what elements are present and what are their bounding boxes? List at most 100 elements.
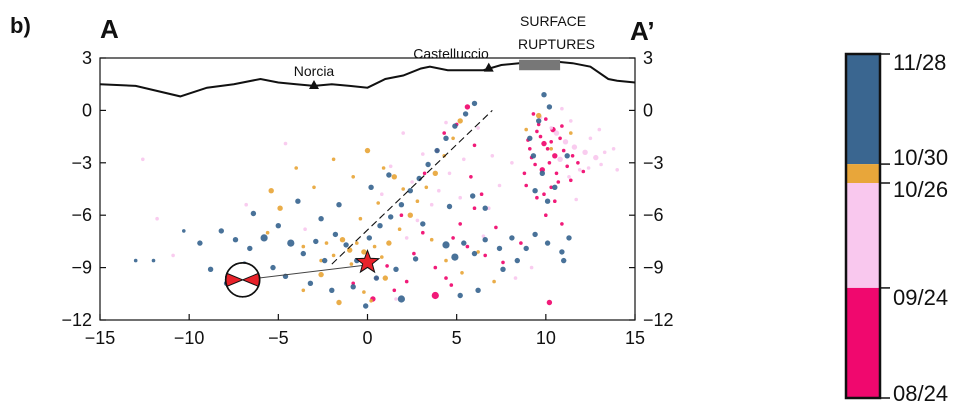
earthquake-point — [444, 120, 448, 125]
earthquake-point — [332, 231, 339, 238]
earthquake-point — [171, 253, 175, 258]
earthquake-point — [472, 143, 477, 148]
y-axis-right: 3 0 −3 −6 −9 −12 — [629, 48, 674, 330]
earthquake-point — [421, 230, 425, 235]
y-tick-label-left: −12 — [61, 310, 92, 330]
earthquake-point — [532, 231, 538, 238]
earthquake-point — [458, 195, 463, 200]
y-tick-label-left: 3 — [82, 48, 92, 68]
earthquake-point — [538, 134, 543, 139]
earthquake-point — [331, 157, 336, 162]
earthquake-point — [513, 276, 518, 280]
colorbar-segment — [846, 287, 880, 398]
y-tick-label-right: 0 — [643, 100, 653, 120]
earthquake-point — [401, 131, 406, 135]
earthquake-point — [556, 180, 561, 184]
earthquake-point — [343, 242, 349, 248]
earthquake-point — [529, 265, 534, 270]
x-tick-label: 15 — [625, 328, 645, 348]
earthquake-point — [547, 161, 552, 165]
fault-trace-line — [331, 110, 493, 265]
earthquake-point — [472, 206, 477, 210]
earthquake-point — [479, 192, 484, 196]
earthquake-point — [497, 183, 502, 188]
colorbar-tick-label: 08/24 — [893, 381, 948, 406]
earthquake-point — [301, 244, 306, 249]
earthquake-point — [151, 258, 156, 263]
mainshock-star — [354, 248, 381, 274]
x-tick-label: −5 — [268, 328, 289, 348]
earthquake-point — [464, 104, 471, 110]
earthquake-point — [544, 198, 551, 204]
earthquake-point — [364, 147, 371, 154]
earthquake-point — [462, 111, 469, 117]
earthquake-point — [442, 241, 450, 249]
earthquake-point — [268, 188, 274, 194]
beachball-outline — [224, 262, 261, 298]
earthquake-point — [141, 157, 145, 162]
earthquake-point — [350, 284, 356, 290]
earthquake-point — [552, 184, 558, 190]
earthquake-point — [546, 299, 553, 306]
earthquake-point — [351, 281, 356, 286]
earthquake-point — [544, 213, 548, 217]
earthquake-point — [542, 192, 546, 196]
earthquake-point — [380, 255, 384, 259]
colorbar-segment — [846, 164, 880, 183]
earthquake-point — [549, 140, 553, 144]
earthquake-point — [155, 216, 159, 221]
earthquake-point — [557, 156, 563, 162]
earthquake-point — [380, 192, 384, 196]
earthquake-point — [339, 237, 346, 243]
earthquake-point — [415, 199, 420, 203]
earthquake-point — [496, 245, 503, 252]
earthquake-point — [404, 279, 409, 284]
earthquake-point — [133, 258, 138, 263]
earthquake-point — [581, 169, 586, 174]
earthquake-point — [593, 154, 599, 161]
section-end-label: A’ — [630, 16, 655, 46]
earthquake-point — [475, 287, 481, 293]
earthquake-point — [443, 135, 449, 141]
earthquake-point — [561, 257, 567, 264]
earthquake-point — [244, 202, 248, 207]
earthquake-point — [421, 152, 425, 156]
y-tick-label-right: −6 — [643, 205, 664, 225]
earthquake-point — [545, 147, 550, 151]
earthquake-point — [452, 123, 458, 129]
earthquake-point — [351, 175, 356, 179]
earthquake-point — [469, 175, 473, 179]
mainshock-leader-line — [252, 264, 364, 280]
earthquake-point — [567, 175, 571, 179]
earthquake-point — [182, 229, 186, 233]
earthquake-point — [319, 258, 323, 263]
earthquake-point — [449, 283, 454, 287]
earthquake-point — [574, 197, 578, 202]
colorbar-tick-label: 09/24 — [893, 285, 948, 310]
y-tick-label-right: −9 — [643, 258, 664, 278]
earthquake-point — [232, 237, 239, 243]
earthquake-point — [300, 250, 306, 257]
earthquake-point — [376, 201, 381, 205]
earthquake-point — [549, 147, 553, 151]
place-marker-triangle — [309, 79, 319, 89]
y-axis-left: 3 0 −3 −6 −9 −12 — [61, 48, 106, 330]
earthquake-point — [535, 129, 539, 134]
earthquake-point — [564, 153, 570, 159]
earthquake-point — [358, 216, 363, 221]
earthquake-point — [260, 234, 268, 242]
earthquake-point — [434, 147, 440, 154]
earthquake-point — [386, 240, 392, 246]
colorbar: 11/28 10/30 10/26 09/24 08/24 — [844, 50, 948, 406]
earthquake-point — [424, 185, 429, 190]
earthquake-point — [476, 126, 480, 130]
y-tick-label-left: −6 — [71, 205, 92, 225]
earthquake-point — [397, 227, 402, 231]
earthquake-point — [544, 240, 551, 246]
topography-line — [99, 60, 636, 98]
earthquake-point — [388, 214, 394, 220]
earthquake-point — [510, 161, 514, 165]
earthquake-point — [465, 244, 470, 249]
earthquake-point — [524, 127, 528, 132]
earthquake-point — [349, 262, 354, 266]
